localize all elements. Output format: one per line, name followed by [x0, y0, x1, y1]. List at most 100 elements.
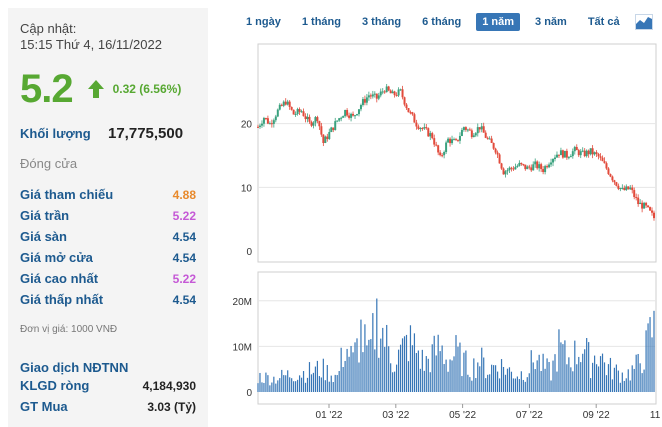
volume-bar [641, 373, 643, 392]
candle-body [538, 164, 541, 169]
volume-bar [514, 378, 516, 392]
candle-body [520, 162, 523, 165]
volume-bar [316, 360, 318, 392]
volume-bar [364, 324, 366, 392]
volume-bar [384, 346, 386, 392]
tab-3-years[interactable]: 3 năm [535, 16, 567, 28]
x-axis: 01 '22 03 '22 05 '22 07 '22 09 '22 11 '22 [316, 404, 662, 421]
volume-tick-label: 0 [246, 388, 252, 399]
candle-body [387, 86, 390, 91]
volume-bar [425, 356, 427, 392]
volume-bar [590, 378, 592, 392]
tab-1-month[interactable]: 1 tháng [301, 16, 341, 28]
volume-bar [574, 340, 576, 392]
volume-bar [362, 352, 364, 392]
candle-body [565, 150, 568, 158]
volume-bar [302, 371, 305, 392]
volume-bar [558, 329, 560, 392]
candle-body [603, 161, 606, 164]
volume-bar [354, 342, 356, 392]
candle-body [581, 150, 584, 152]
volume-bar [271, 382, 273, 392]
volume-bar [489, 374, 491, 392]
candle-body [346, 109, 349, 116]
foreign-row-buy-value: GT Mua 3.03 (Tỷ) [20, 396, 196, 417]
area-chart-icon[interactable] [634, 14, 653, 30]
volume-bar [372, 313, 374, 392]
candle-body [397, 89, 400, 96]
volume-bar [467, 374, 469, 392]
candle-body [595, 152, 598, 154]
candle-body [435, 144, 438, 146]
volume-bar [308, 362, 311, 392]
volume-bar [580, 362, 582, 392]
candle-body [292, 109, 295, 115]
volume-bar [611, 379, 614, 392]
candle-body [504, 171, 507, 175]
candle-body [645, 202, 648, 206]
volume-bar [441, 345, 443, 392]
candle-body [361, 99, 364, 106]
candle-body [324, 136, 327, 144]
volume-bar [613, 367, 615, 392]
volume-bar [326, 365, 328, 392]
volume-bar [394, 371, 396, 392]
candle-body [298, 109, 301, 112]
foreign-trade-title: Giao dịch NĐTNN [20, 360, 129, 375]
range-toolbar: 1 ngày 1 tháng 3 tháng 6 tháng 1 năm 3 n… [240, 12, 653, 32]
volume-bar [520, 371, 522, 392]
volume-bar [597, 366, 600, 392]
volume-bar [399, 344, 402, 392]
tab-all[interactable]: Tất cả [587, 16, 620, 28]
price-row-floor: Giá sàn 4.54 [20, 226, 196, 247]
volume-bar [621, 372, 623, 392]
tab-3-months[interactable]: 3 tháng [361, 16, 402, 28]
candle-body [617, 185, 620, 189]
volume-bar [471, 380, 473, 392]
volume-bar [277, 380, 279, 392]
candle-body [431, 133, 434, 139]
candle-body [272, 120, 275, 124]
volume-bar [546, 358, 548, 392]
volume-bar [552, 360, 554, 392]
volume-bar [269, 385, 271, 392]
candle-body [359, 105, 362, 110]
volume-bar [619, 382, 621, 392]
volume-bar [629, 380, 631, 392]
volume-bar [346, 348, 348, 392]
close-label: Đóng cửa [20, 156, 78, 171]
candle-body [651, 210, 654, 213]
tab-1-year[interactable]: 1 năm [476, 13, 521, 31]
volume-bar [548, 361, 550, 392]
candle-body [534, 161, 537, 165]
volume-bar [403, 336, 406, 392]
candle-body [282, 101, 285, 106]
candle-body [268, 123, 271, 125]
candle-body [290, 106, 293, 110]
volume-bar [421, 349, 423, 392]
candle-body [472, 135, 475, 138]
candle-body [304, 116, 307, 120]
candle-body [486, 137, 489, 139]
candle-body [338, 118, 341, 121]
volume-bar [615, 364, 617, 392]
volume-row: Khối lượng 17,775,500 [20, 125, 196, 142]
price-row-label: Giá sàn [20, 229, 67, 244]
volume-bar [261, 382, 263, 392]
volume-bar [378, 357, 380, 392]
candle-body [296, 109, 299, 114]
tab-1-day[interactable]: 1 ngày [246, 16, 281, 28]
price-row-label: Giá cao nhất [20, 271, 99, 286]
candle-body [395, 95, 398, 97]
candle-body [405, 104, 408, 109]
price-change: 0.32 (6.56%) [112, 82, 182, 96]
price-row-value: 4.54 [172, 292, 196, 307]
tab-6-months[interactable]: 6 tháng [422, 16, 462, 28]
volume-bar [279, 378, 281, 392]
volume-bar [599, 356, 602, 392]
candle-body [641, 202, 644, 209]
candle-body [649, 207, 652, 211]
candle-body [526, 166, 529, 170]
volume-bar [463, 352, 465, 392]
volume-bar [498, 378, 501, 392]
